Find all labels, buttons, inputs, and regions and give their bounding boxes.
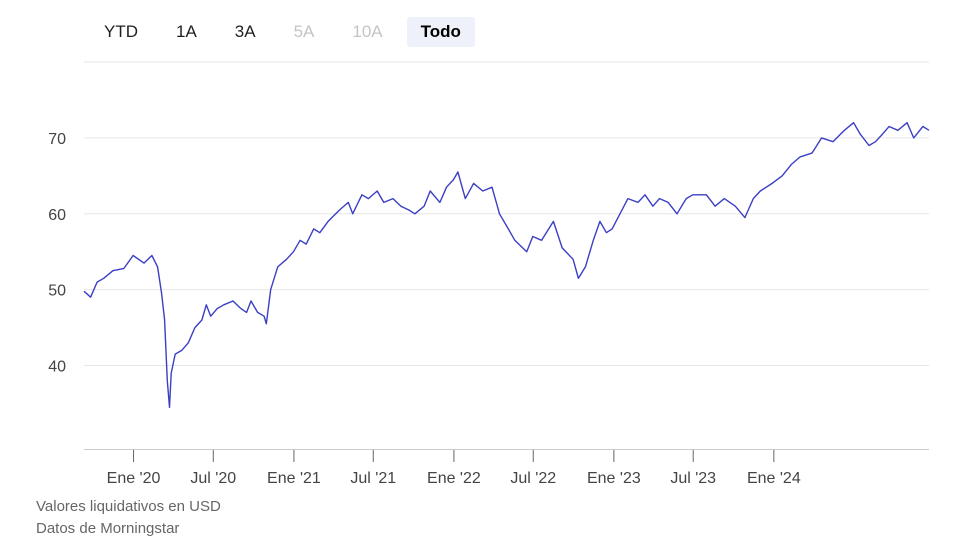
footer: Valores liquidativos en USD Datos de Mor… [36,496,221,540]
series-line [83,122,930,408]
currency-note: Valores liquidativos en USD [36,498,221,515]
y-gridlines [84,137,929,367]
range-button-1a[interactable]: 1A [162,17,211,47]
range-button-3a[interactable]: 3A [221,17,270,47]
y-tick-label: 60 [48,207,66,224]
y-tick-label: 50 [48,283,66,300]
x-tick-label: Ene '20 [107,470,161,487]
x-tick-label: Ene '24 [747,470,801,487]
source-note: Datos de Morningstar [36,520,180,537]
x-axis-ticks: Ene '20 Jul '20 Ene '21 Jul '21 Ene '22 Jul '… [107,450,801,487]
x-tick-label: Jul '20 [190,470,236,487]
y-axis-ticks: 40 50 60 70 [48,131,66,376]
x-tick-label: Jul '22 [510,470,556,487]
x-tick-label: Ene '22 [427,470,481,487]
x-tick-label: Ene '21 [267,470,321,487]
y-tick-label: 40 [48,359,66,376]
x-tick-label: Jul '23 [670,470,716,487]
range-button-5a: 5A [280,17,329,47]
range-button-10a: 10A [338,17,396,47]
range-button-todo[interactable]: Todo [406,17,475,47]
range-button-ytd[interactable]: YTD [90,17,152,47]
x-tick-label: Ene '23 [587,470,641,487]
x-tick-label: Jul '21 [350,470,396,487]
y-tick-label: 70 [48,131,66,148]
range-selector: YTD 1A 3A 5A 10A Todo [90,17,485,47]
